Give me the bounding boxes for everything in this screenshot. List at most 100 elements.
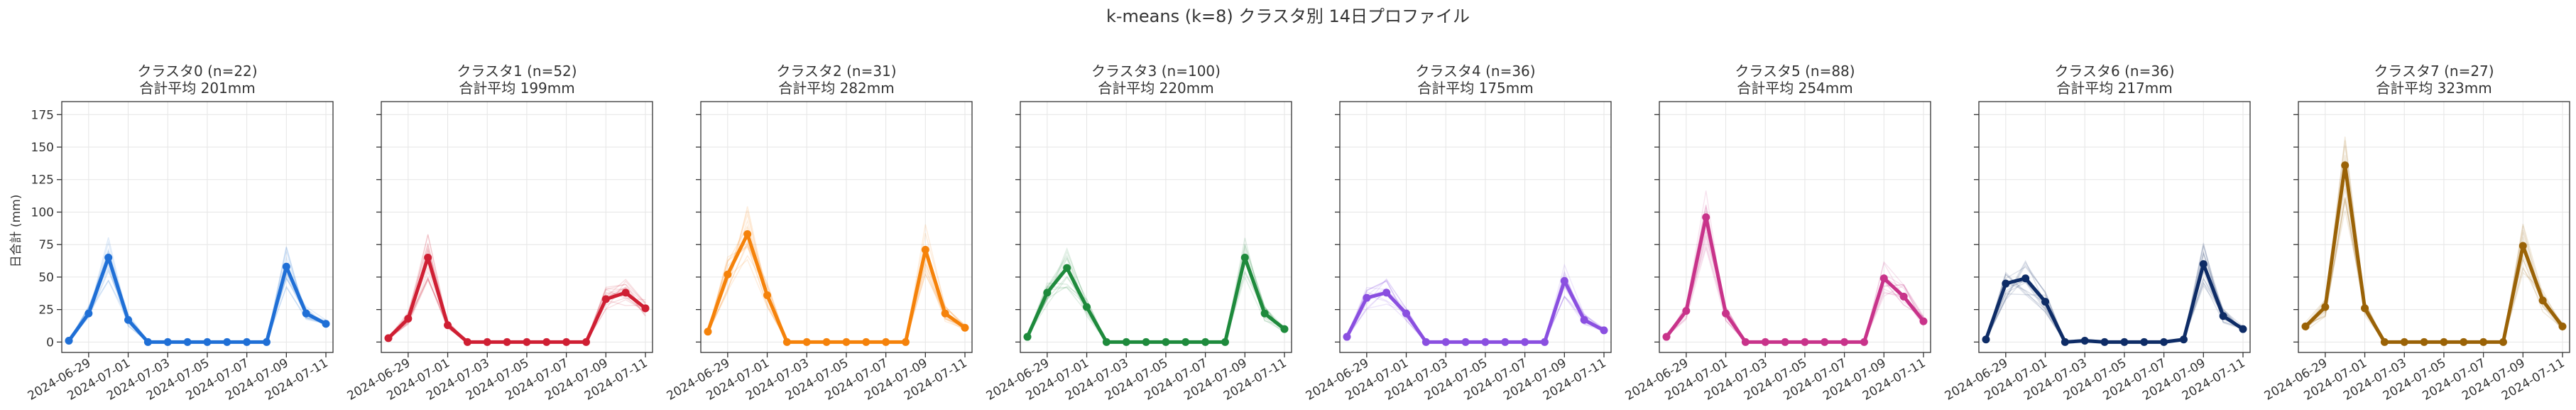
data-point [901, 338, 910, 346]
data-point [862, 338, 871, 346]
panel-4: クラスタ4 (n=36)合計平均 175mm2024-06-292024-07-… [1304, 63, 1612, 404]
data-point [1781, 338, 1789, 346]
data-point [2021, 274, 2030, 283]
panel-3: クラスタ3 (n=100)合計平均 220mm2024-06-292024-07… [984, 63, 1292, 404]
data-point [1761, 338, 1769, 346]
member-trace [1985, 259, 2244, 343]
member-trace [1666, 226, 1924, 343]
data-point [1501, 338, 1510, 346]
data-point [1560, 276, 1568, 285]
member-trace [707, 224, 966, 343]
data-point [163, 338, 172, 346]
data-point [2518, 242, 2527, 250]
member-trace [388, 276, 646, 343]
data-point [1982, 335, 1990, 344]
data-point [124, 315, 133, 324]
data-point [503, 338, 511, 346]
data-point [2002, 279, 2010, 288]
panel-title: クラスタ4 (n=36) [1415, 63, 1535, 80]
y-tick-label: 150 [31, 141, 54, 155]
y-tick-label: 0 [46, 335, 54, 350]
data-point [243, 338, 251, 346]
data-point [921, 246, 929, 254]
member-traces [388, 234, 646, 343]
mean-line [1025, 255, 1286, 344]
data-point [2341, 161, 2349, 170]
panel-1: クラスタ1 (n=52)合計平均 199mm2024-06-292024-07-… [345, 63, 653, 404]
mean-line [2304, 163, 2564, 344]
member-trace [707, 254, 966, 343]
panel-title: クラスタ3 (n=100) [1091, 63, 1221, 80]
data-point [961, 323, 969, 332]
data-point [262, 338, 271, 346]
data-point [2380, 338, 2389, 346]
panel-subtitle: 合計平均 220mm [1098, 80, 1214, 97]
data-point [842, 338, 851, 346]
y-tick-label: 125 [31, 173, 54, 188]
panel-subtitle: 合計平均 254mm [1737, 80, 1853, 97]
data-point [2179, 335, 2188, 344]
data-point [1540, 338, 1549, 346]
data-point [1240, 253, 1249, 261]
panel-subtitle: 合計平均 217mm [2056, 80, 2173, 97]
data-point [1280, 325, 1289, 333]
data-point [1521, 338, 1529, 346]
mean-line [1345, 279, 1605, 344]
axes-frame [700, 101, 973, 353]
data-point [2120, 338, 2129, 346]
data-point [463, 338, 471, 346]
panel-title: クラスタ2 (n=31) [776, 63, 896, 80]
axes-frame [1978, 101, 2251, 353]
data-point [1461, 338, 1470, 346]
panel-title: クラスタ5 (n=88) [1735, 63, 1855, 80]
panel-title: クラスタ6 (n=36) [2054, 63, 2174, 80]
data-point [802, 338, 811, 346]
member-traces [1666, 190, 1924, 343]
data-point [1023, 333, 1032, 341]
data-point [941, 309, 949, 318]
data-point [1441, 338, 1450, 346]
axes-frame [61, 101, 334, 353]
axes-frame [1339, 101, 1612, 353]
member-traces [68, 237, 327, 343]
axes-frame [2298, 101, 2570, 353]
panel-title: クラスタ7 (n=27) [2374, 63, 2494, 80]
data-point [2321, 303, 2330, 311]
data-point [542, 338, 551, 346]
data-point [1260, 309, 1269, 318]
y-tick-label: 100 [31, 205, 54, 220]
data-point [1142, 338, 1150, 346]
panel-title: クラスタ0 (n=22) [137, 63, 257, 80]
data-point [1801, 338, 1809, 346]
panel-subtitle: 合計平均 282mm [778, 80, 895, 97]
data-point [1860, 338, 1868, 346]
mean-line [387, 255, 647, 344]
mean-line [706, 232, 966, 344]
data-point [782, 338, 791, 346]
data-point [1063, 264, 1071, 272]
member-trace [707, 246, 966, 343]
data-point [203, 338, 212, 346]
data-point [2479, 338, 2488, 346]
panel-title: クラスタ1 (n=52) [457, 63, 577, 80]
data-point [1879, 274, 1888, 283]
mean-line [1665, 215, 1925, 344]
member-trace [2305, 201, 2563, 343]
data-point [2361, 304, 2369, 313]
member-traces [707, 206, 966, 343]
member-traces [1985, 242, 2244, 343]
data-point [282, 262, 290, 271]
axes-frame [381, 101, 653, 353]
panel-subtitle: 合計平均 175mm [1417, 80, 1534, 97]
data-point [704, 328, 712, 336]
data-point [143, 338, 152, 346]
data-point [2219, 312, 2227, 320]
data-point [1402, 309, 1411, 318]
y-tick-label: 175 [31, 108, 54, 122]
data-point [822, 338, 831, 346]
data-point [763, 291, 772, 300]
panel-7: クラスタ7 (n=27)合計平均 323mm2024-06-292024-07-… [2262, 63, 2570, 404]
member-traces [1346, 263, 1605, 343]
data-point [2400, 338, 2408, 346]
data-point [2160, 338, 2168, 346]
